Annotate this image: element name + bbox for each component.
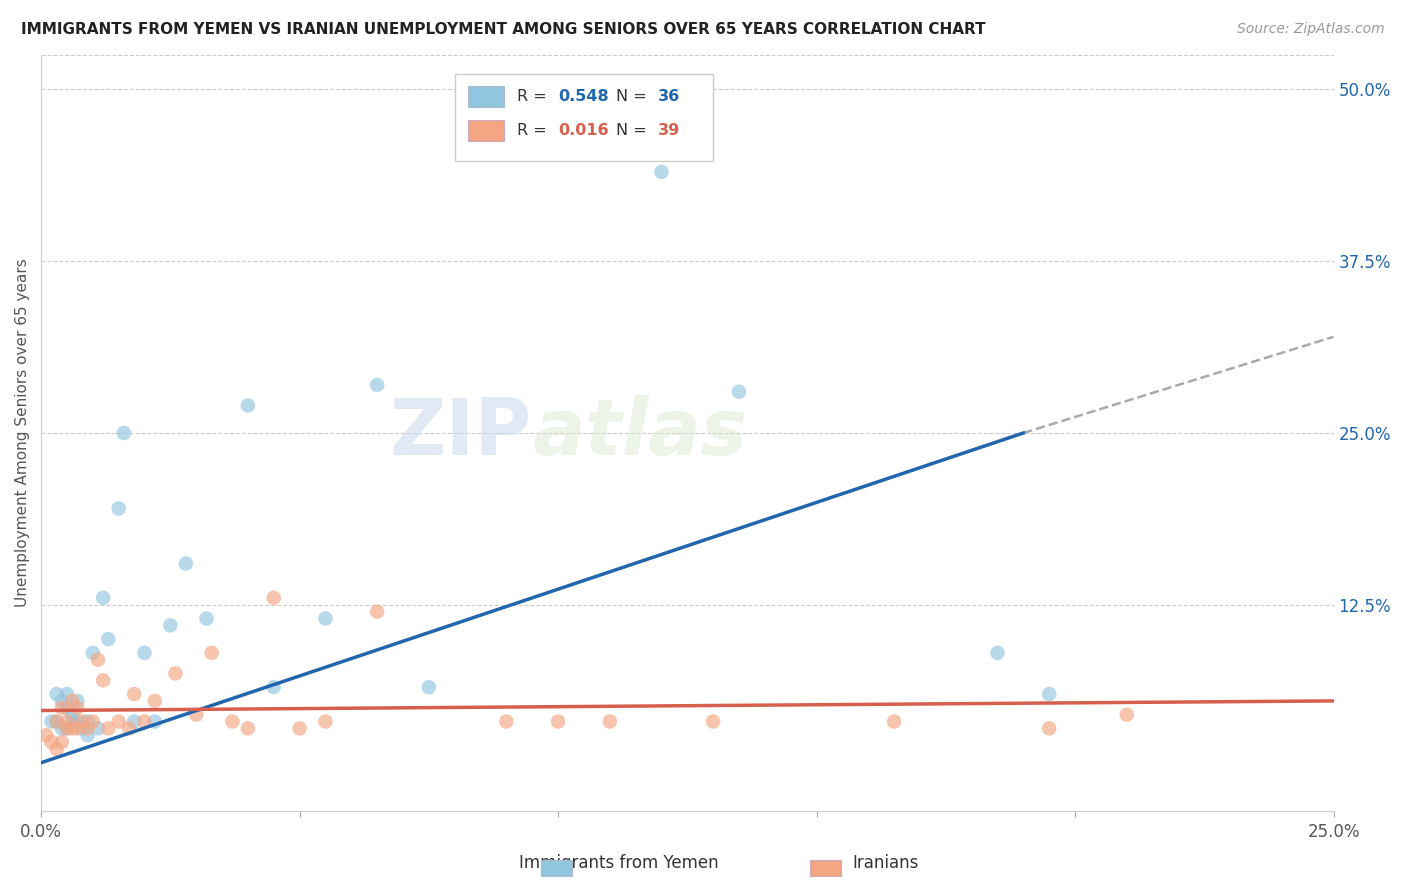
Point	[91, 591, 114, 605]
Point	[56, 722, 79, 736]
Point	[72, 714, 94, 729]
Point	[45, 687, 67, 701]
Point	[186, 707, 208, 722]
Point	[263, 680, 285, 694]
Text: Iranians: Iranians	[852, 855, 920, 872]
Point	[236, 722, 259, 736]
Text: Source: ZipAtlas.com: Source: ZipAtlas.com	[1237, 22, 1385, 37]
Point	[87, 722, 110, 736]
Point	[314, 714, 336, 729]
Text: N =: N =	[616, 89, 652, 104]
Text: R =: R =	[517, 89, 551, 104]
Point	[41, 735, 63, 749]
Point	[35, 728, 58, 742]
Point	[134, 714, 156, 729]
Point	[56, 714, 79, 729]
FancyBboxPatch shape	[468, 87, 503, 107]
Point	[728, 384, 751, 399]
Point	[97, 722, 120, 736]
Point	[51, 694, 73, 708]
Point	[288, 722, 311, 736]
Point	[45, 714, 67, 729]
Point	[650, 165, 672, 179]
Point	[366, 377, 388, 392]
Point	[60, 707, 83, 722]
Point	[107, 714, 129, 729]
Point	[60, 722, 83, 736]
Point	[599, 714, 621, 729]
Point	[547, 714, 569, 729]
Point	[56, 722, 79, 736]
Text: R =: R =	[517, 123, 551, 138]
Y-axis label: Unemployment Among Seniors over 65 years: Unemployment Among Seniors over 65 years	[15, 259, 30, 607]
Point	[221, 714, 243, 729]
Point	[66, 700, 89, 714]
Point	[1115, 707, 1137, 722]
Point	[495, 714, 517, 729]
Point	[122, 714, 145, 729]
Point	[107, 501, 129, 516]
Point	[195, 611, 218, 625]
Point	[236, 399, 259, 413]
Point	[60, 714, 83, 729]
Point	[702, 714, 724, 729]
Point	[112, 425, 135, 440]
Point	[76, 714, 98, 729]
Point	[1038, 687, 1060, 701]
Point	[45, 714, 67, 729]
Point	[366, 605, 388, 619]
Point	[97, 632, 120, 646]
Text: N =: N =	[616, 123, 652, 138]
Text: atlas: atlas	[533, 395, 747, 471]
Point	[165, 666, 187, 681]
Text: 36: 36	[658, 89, 681, 104]
Text: 0.016: 0.016	[558, 123, 609, 138]
Point	[76, 728, 98, 742]
Point	[56, 687, 79, 701]
Point	[82, 714, 104, 729]
Point	[60, 694, 83, 708]
Point	[143, 694, 166, 708]
Point	[201, 646, 224, 660]
Text: 0.548: 0.548	[558, 89, 609, 104]
Text: Immigrants from Yemen: Immigrants from Yemen	[519, 855, 718, 872]
Text: ZIP: ZIP	[389, 395, 533, 471]
Point	[122, 687, 145, 701]
Point	[134, 646, 156, 660]
Point	[883, 714, 905, 729]
Point	[45, 742, 67, 756]
Point	[82, 646, 104, 660]
Point	[314, 611, 336, 625]
FancyBboxPatch shape	[468, 120, 503, 141]
Point	[51, 735, 73, 749]
Point	[56, 700, 79, 714]
Point	[87, 653, 110, 667]
Text: IMMIGRANTS FROM YEMEN VS IRANIAN UNEMPLOYMENT AMONG SENIORS OVER 65 YEARS CORREL: IMMIGRANTS FROM YEMEN VS IRANIAN UNEMPLO…	[21, 22, 986, 37]
Point	[418, 680, 440, 694]
Point	[41, 714, 63, 729]
Point	[1038, 722, 1060, 736]
Point	[118, 722, 141, 736]
Point	[174, 557, 197, 571]
FancyBboxPatch shape	[454, 74, 713, 161]
Point	[159, 618, 181, 632]
Point	[76, 722, 98, 736]
Point	[91, 673, 114, 688]
Text: 39: 39	[658, 123, 681, 138]
Point	[66, 694, 89, 708]
Point	[72, 722, 94, 736]
Point	[51, 700, 73, 714]
Point	[986, 646, 1008, 660]
Point	[263, 591, 285, 605]
Point	[143, 714, 166, 729]
Point	[66, 722, 89, 736]
Point	[51, 722, 73, 736]
Point	[66, 714, 89, 729]
